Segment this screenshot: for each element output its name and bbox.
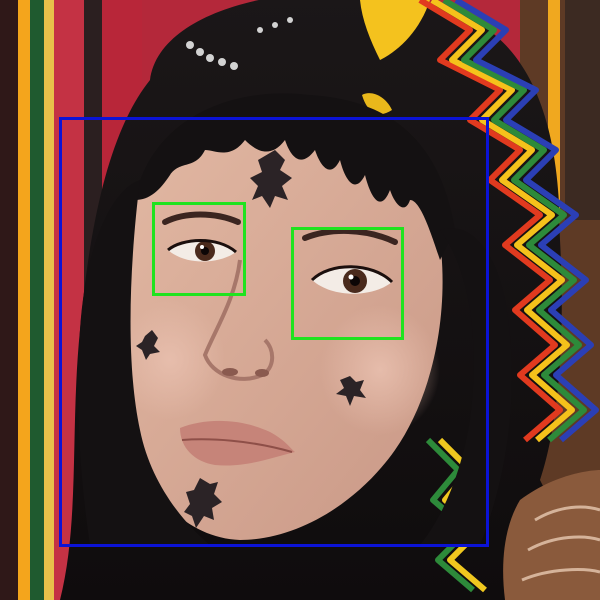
eyebrows	[162, 211, 398, 245]
left-eye	[167, 239, 237, 262]
shoulder-pattern	[503, 470, 600, 600]
lips	[180, 420, 295, 466]
right-eye	[310, 265, 394, 294]
nose	[202, 259, 275, 381]
scarf-beading	[186, 17, 293, 70]
facial-tattoos	[136, 150, 366, 528]
